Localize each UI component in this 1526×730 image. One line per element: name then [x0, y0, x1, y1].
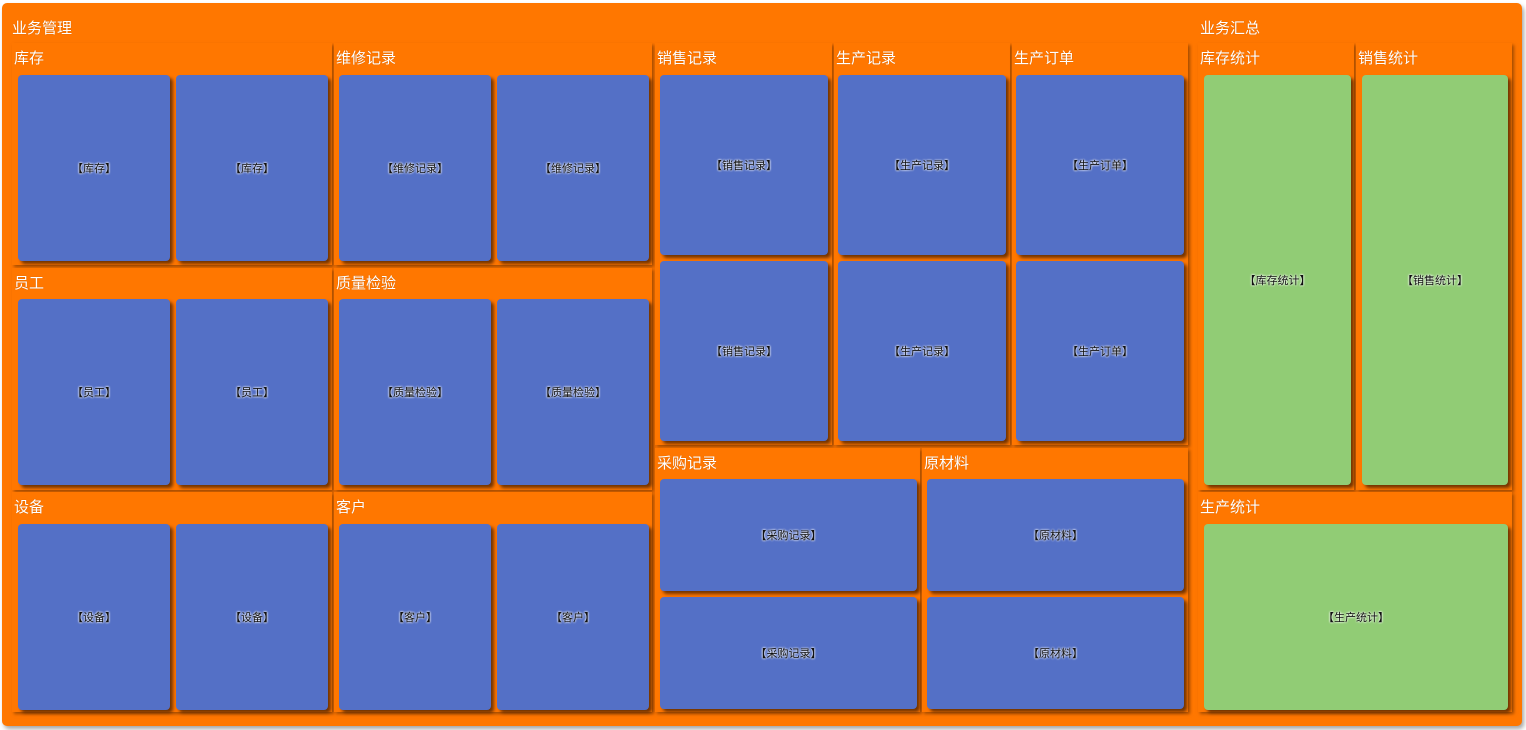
tile[interactable]: 【销售记录】 — [660, 75, 828, 255]
section-title: 采购记录 — [657, 454, 718, 472]
section-title: 销售记录 — [657, 49, 718, 67]
tile[interactable]: 【质量检验】 — [497, 299, 649, 485]
tile[interactable]: 【库存】 — [176, 75, 328, 261]
section-title: 客户 — [336, 498, 367, 516]
tile[interactable]: 【库存统计】 — [1204, 75, 1351, 485]
section-title: 生产统计 — [1200, 498, 1261, 516]
section-title: 质量检验 — [336, 274, 397, 292]
section-title: 原材料 — [924, 454, 970, 472]
section-title: 生产订单 — [1014, 49, 1075, 67]
tile[interactable]: 【客户】 — [497, 524, 649, 710]
tile[interactable]: 【员工】 — [176, 299, 328, 485]
section-title: 设备 — [14, 498, 45, 516]
tile[interactable]: 【生产订单】 — [1016, 75, 1184, 255]
tile[interactable]: 【采购记录】 — [660, 479, 917, 591]
tile[interactable]: 【设备】 — [176, 524, 328, 710]
tile[interactable]: 【客户】 — [339, 524, 491, 710]
group-title: 业务管理 — [12, 19, 73, 37]
tile[interactable]: 【库存】 — [18, 75, 170, 261]
section-title: 生产记录 — [836, 49, 897, 67]
tile[interactable]: 【采购记录】 — [660, 597, 917, 709]
section-title: 库存 — [14, 49, 45, 67]
tile[interactable]: 【销售统计】 — [1362, 75, 1508, 485]
tile[interactable]: 【生产统计】 — [1204, 524, 1508, 710]
tile[interactable]: 【生产记录】 — [838, 261, 1006, 441]
tile[interactable]: 【设备】 — [18, 524, 170, 710]
tile[interactable]: 【生产订单】 — [1016, 261, 1184, 441]
tile[interactable]: 【生产记录】 — [838, 75, 1006, 255]
tile[interactable]: 【员工】 — [18, 299, 170, 485]
group-title: 业务汇总 — [1200, 19, 1261, 37]
treemap: 业务管理 库存 【库存】 【库存】 维修记录 【维修记录】 【维修记录】 员工 【员工】 【员工】… — [2, 3, 1522, 726]
section-title: 员工 — [14, 274, 45, 292]
tile[interactable]: 【原材料】 — [927, 479, 1184, 591]
tile[interactable]: 【维修记录】 — [497, 75, 649, 261]
tile[interactable]: 【原材料】 — [927, 597, 1184, 709]
tile[interactable]: 【质量检验】 — [339, 299, 491, 485]
tile[interactable]: 【维修记录】 — [339, 75, 491, 261]
section-title: 销售统计 — [1358, 49, 1419, 67]
section-title: 维修记录 — [336, 49, 397, 67]
section-title: 库存统计 — [1200, 49, 1261, 67]
tile[interactable]: 【销售记录】 — [660, 261, 828, 441]
